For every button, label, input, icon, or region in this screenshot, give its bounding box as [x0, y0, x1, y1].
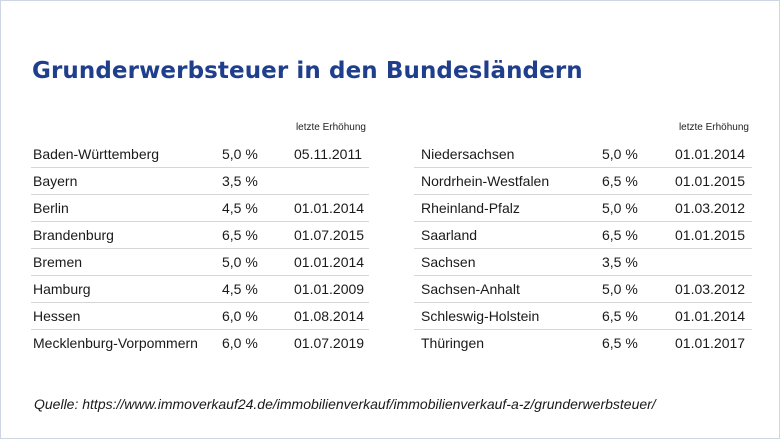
- table-row: Brandenburg 6,5 % 01.07.2015: [31, 221, 369, 248]
- tax-rate: 6,0 %: [222, 308, 258, 324]
- source-citation: Quelle: https://www.immoverkauf24.de/imm…: [34, 396, 656, 412]
- tax-rate: 5,0 %: [602, 146, 638, 162]
- tax-rate: 4,5 %: [222, 200, 258, 216]
- tax-rate: 6,5 %: [602, 308, 638, 324]
- tax-rate: 4,5 %: [222, 281, 258, 297]
- tax-rate: 6,5 %: [602, 227, 638, 243]
- tax-rate: 5,0 %: [222, 254, 258, 270]
- increase-date: 01.01.2014: [675, 146, 746, 162]
- table-header: letzte Erhöhung: [31, 118, 369, 141]
- tax-rate: 6,5 %: [602, 335, 638, 351]
- tax-rate: 3,5 %: [222, 173, 258, 189]
- left-table-rows: Baden-Württemberg 5,0 % 05.11.2011 Bayer…: [31, 141, 369, 356]
- state-name: Saarland: [421, 227, 478, 243]
- left-tax-table: letzte Erhöhung Baden-Württemberg 5,0 % …: [31, 118, 369, 356]
- state-name: Sachsen: [421, 254, 476, 270]
- state-name: Hamburg: [33, 281, 91, 297]
- tax-rate: 5,0 %: [602, 281, 638, 297]
- state-name: Mecklenburg-Vorpommern: [33, 335, 198, 351]
- table-row: Berlin 4,5 % 01.01.2014: [31, 194, 369, 221]
- table-row: Rheinland-Pfalz 5,0 % 01.03.2012: [414, 194, 752, 221]
- state-name: Brandenburg: [33, 227, 114, 243]
- increase-date: 01.01.2014: [294, 200, 365, 216]
- increase-date: 01.01.2015: [675, 173, 746, 189]
- table-header: letzte Erhöhung: [414, 118, 752, 141]
- state-name: Thüringen: [421, 335, 485, 351]
- tax-rate: 3,5 %: [602, 254, 638, 270]
- state-name: Bayern: [33, 173, 78, 189]
- state-name: Berlin: [33, 200, 69, 216]
- table-row: Sachsen 3,5 %: [414, 248, 752, 275]
- table-row: Mecklenburg-Vorpommern 6,0 % 01.07.2019: [31, 329, 369, 356]
- state-name: Rheinland-Pfalz: [421, 200, 520, 216]
- state-name: Niedersachsen: [421, 146, 515, 162]
- state-name: Schleswig-Holstein: [421, 308, 540, 324]
- table-row: Saarland 6,5 % 01.01.2015: [414, 221, 752, 248]
- table-row: Hessen 6,0 % 01.08.2014: [31, 302, 369, 329]
- increase-date: 01.01.2009: [294, 281, 365, 297]
- increase-date: 01.01.2014: [294, 254, 365, 270]
- table-row: Bayern 3,5 %: [31, 167, 369, 194]
- increase-date: 01.03.2012: [675, 281, 746, 297]
- page-title: Grunderwerbsteuer in den Bundesländern: [32, 58, 583, 84]
- right-table-rows: Niedersachsen 5,0 % 01.01.2014 Nordrhein…: [414, 141, 752, 356]
- state-name: Nordrhein-Westfalen: [421, 173, 550, 189]
- last-increase-header: letzte Erhöhung: [678, 122, 749, 133]
- increase-date: 01.03.2012: [675, 200, 746, 216]
- increase-date: 01.08.2014: [294, 308, 365, 324]
- state-name: Bremen: [33, 254, 83, 270]
- table-row: Bremen 5,0 % 01.01.2014: [31, 248, 369, 275]
- table-row: Baden-Württemberg 5,0 % 05.11.2011: [31, 141, 369, 167]
- table-row: Nordrhein-Westfalen 6,5 % 01.01.2015: [414, 167, 752, 194]
- increase-date: 01.07.2015: [294, 227, 365, 243]
- increase-date: 01.01.2014: [675, 308, 746, 324]
- tax-rate: 6,5 %: [602, 173, 638, 189]
- state-name: Hessen: [33, 308, 81, 324]
- tax-rate: 5,0 %: [602, 200, 638, 216]
- table-row: Niedersachsen 5,0 % 01.01.2014: [414, 141, 752, 167]
- last-increase-header: letzte Erhöhung: [295, 122, 366, 133]
- state-name: Sachsen-Anhalt: [421, 281, 520, 297]
- increase-date: 01.07.2019: [294, 335, 365, 351]
- increase-date: 05.11.2011: [294, 146, 362, 162]
- table-row: Hamburg 4,5 % 01.01.2009: [31, 275, 369, 302]
- increase-date: 01.01.2017: [675, 335, 746, 351]
- tax-rate: 5,0 %: [222, 146, 258, 162]
- right-tax-table: letzte Erhöhung Niedersachsen 5,0 % 01.0…: [414, 118, 752, 356]
- tax-rate: 6,0 %: [222, 335, 258, 351]
- table-row: Sachsen-Anhalt 5,0 % 01.03.2012: [414, 275, 752, 302]
- increase-date: 01.01.2015: [675, 227, 746, 243]
- table-row: Thüringen 6,5 % 01.01.2017: [414, 329, 752, 356]
- table-row: Schleswig-Holstein 6,5 % 01.01.2014: [414, 302, 752, 329]
- tax-rate: 6,5 %: [222, 227, 258, 243]
- state-name: Baden-Württemberg: [33, 146, 160, 162]
